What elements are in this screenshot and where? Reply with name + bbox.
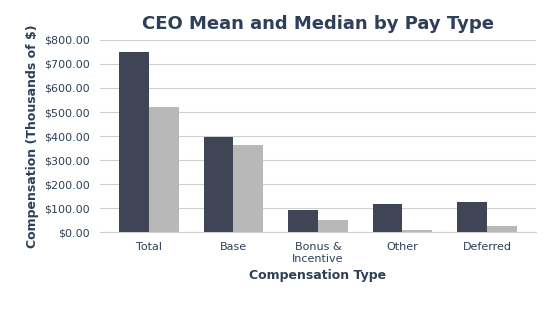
- Bar: [119, 52, 149, 232]
- Bar: [457, 202, 487, 232]
- Title: CEO Mean and Median by Pay Type: CEO Mean and Median by Pay Type: [142, 15, 494, 33]
- Bar: [233, 144, 263, 232]
- Bar: [487, 226, 517, 232]
- Bar: [204, 137, 233, 232]
- Y-axis label: Compensation (Thousands of $): Compensation (Thousands of $): [25, 24, 39, 248]
- Bar: [373, 204, 403, 232]
- Bar: [149, 107, 179, 232]
- Bar: [318, 220, 347, 232]
- Bar: [403, 230, 432, 232]
- Bar: [289, 209, 318, 232]
- X-axis label: Compensation Type: Compensation Type: [249, 269, 387, 282]
